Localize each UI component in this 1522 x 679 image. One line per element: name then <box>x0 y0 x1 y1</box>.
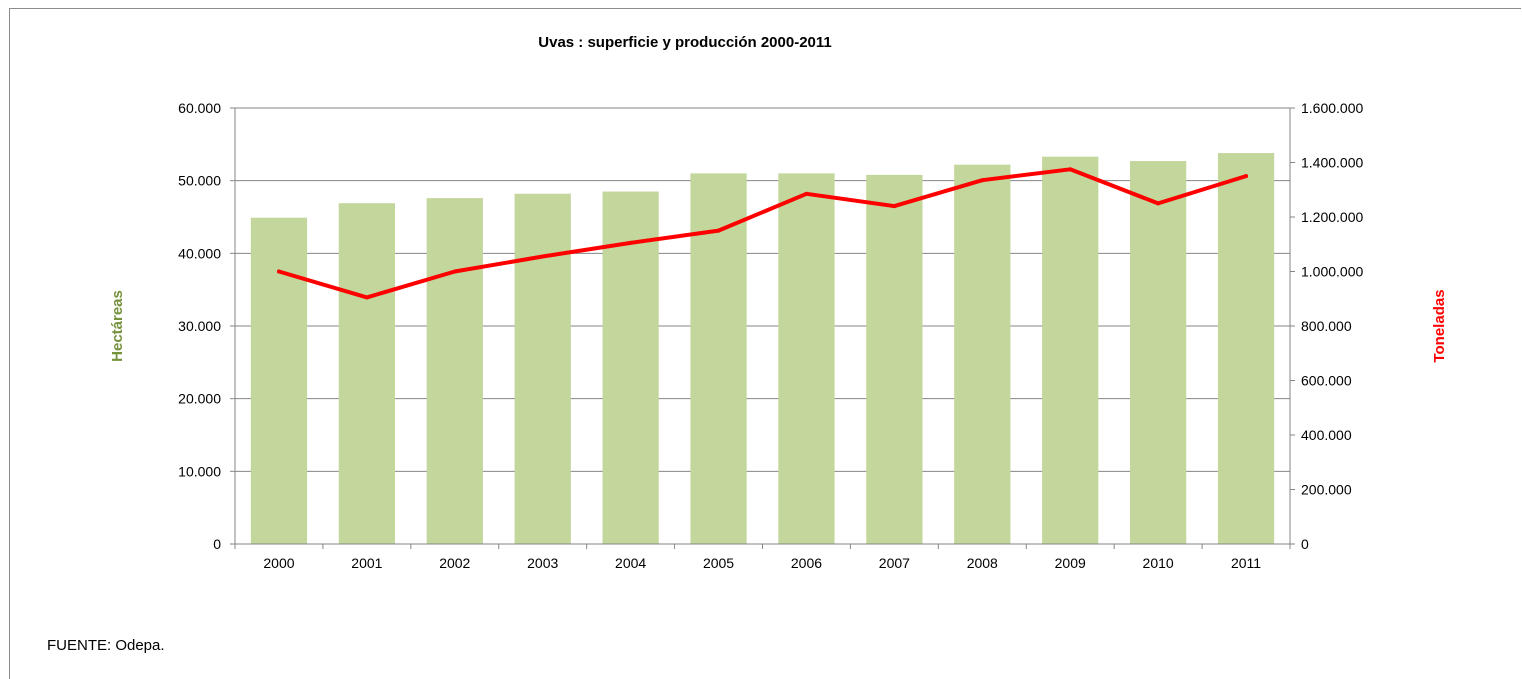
bar-2003 <box>514 193 571 544</box>
left-tick-label: 60.000 <box>178 100 221 116</box>
x-tick-label: 2011 <box>1231 555 1261 571</box>
production-line <box>277 167 1248 300</box>
left-axis-label: Hectáreas <box>109 290 126 362</box>
bar-2009 <box>1042 156 1099 545</box>
x-tick-label: 2010 <box>1143 555 1174 571</box>
line-point-2008 <box>980 178 985 183</box>
left-tick-label: 20.000 <box>178 391 221 407</box>
bar-2004 <box>602 191 659 545</box>
x-axis-ticks: 2000 2001 2002 2003 2004 2005 2006 2007 2008 2009… <box>234 544 1291 571</box>
x-tick-label: 2008 <box>967 555 998 571</box>
left-tick-label: 40.000 <box>178 245 221 261</box>
bar-2007 <box>866 174 923 544</box>
left-tick-label: 10.000 <box>178 463 221 479</box>
bar-2001 <box>338 203 396 544</box>
line-point-2002 <box>452 269 457 274</box>
line-point-2005 <box>716 228 721 233</box>
source-note: FUENTE: Odepa. <box>47 637 165 654</box>
line-point-2010 <box>1156 201 1161 206</box>
chart-frame <box>9 8 1521 679</box>
x-tick-label: 2002 <box>439 555 470 571</box>
bar-2002 <box>426 198 483 544</box>
left-tick-label: 0 <box>213 536 221 552</box>
chart-title: Uvas : superficie y producción 2000-2011 <box>538 34 831 51</box>
line-point-2009 <box>1068 167 1073 172</box>
x-tick-label: 2006 <box>791 555 822 571</box>
line-point-2001 <box>364 295 369 300</box>
right-tick-label: 1.400.000 <box>1301 155 1363 171</box>
left-axis-ticks: 0 10.000 20.000 30.000 40.000 50.000 60.000 <box>178 100 235 552</box>
right-tick-label: 1.600.000 <box>1301 100 1363 116</box>
line-point-2004 <box>628 240 633 245</box>
right-tick-label: 800.000 <box>1301 318 1352 334</box>
bar-2006 <box>778 173 835 544</box>
x-tick-label: 2000 <box>263 555 294 571</box>
right-tick-label: 0 <box>1301 536 1309 552</box>
bar-2008 <box>954 164 1011 544</box>
x-tick-label: 2004 <box>615 555 646 571</box>
line-series <box>276 167 1249 300</box>
right-tick-label: 200.000 <box>1301 482 1352 498</box>
line-point-2011 <box>1244 174 1249 179</box>
right-tick-label: 400.000 <box>1301 427 1352 443</box>
left-tick-label: 30.000 <box>178 318 221 334</box>
bar-2011 <box>1217 153 1275 544</box>
left-tick-label: 50.000 <box>178 173 221 189</box>
right-tick-label: 600.000 <box>1301 373 1352 389</box>
right-axis-label: Toneladas <box>1431 289 1448 362</box>
line-point-2006 <box>804 191 809 196</box>
gridlines <box>235 107 1290 472</box>
line-point-2000 <box>276 269 281 274</box>
x-tick-label: 2005 <box>703 555 734 571</box>
bar-2010 <box>1129 161 1187 544</box>
x-tick-label: 2003 <box>527 555 558 571</box>
right-tick-label: 1.200.000 <box>1301 209 1363 225</box>
bar-2000 <box>250 217 308 544</box>
right-axis-ticks: 0 200.000 400.000 600.000 800.000 1.000.000 1.… <box>1290 100 1363 552</box>
right-tick-label: 1.000.000 <box>1301 264 1363 280</box>
line-point-2007 <box>892 204 897 209</box>
line-point-2003 <box>540 254 545 259</box>
x-tick-label: 2009 <box>1055 555 1086 571</box>
x-tick-label: 2001 <box>351 555 382 571</box>
bar-series <box>250 153 1275 545</box>
x-tick-label: 2007 <box>879 555 910 571</box>
